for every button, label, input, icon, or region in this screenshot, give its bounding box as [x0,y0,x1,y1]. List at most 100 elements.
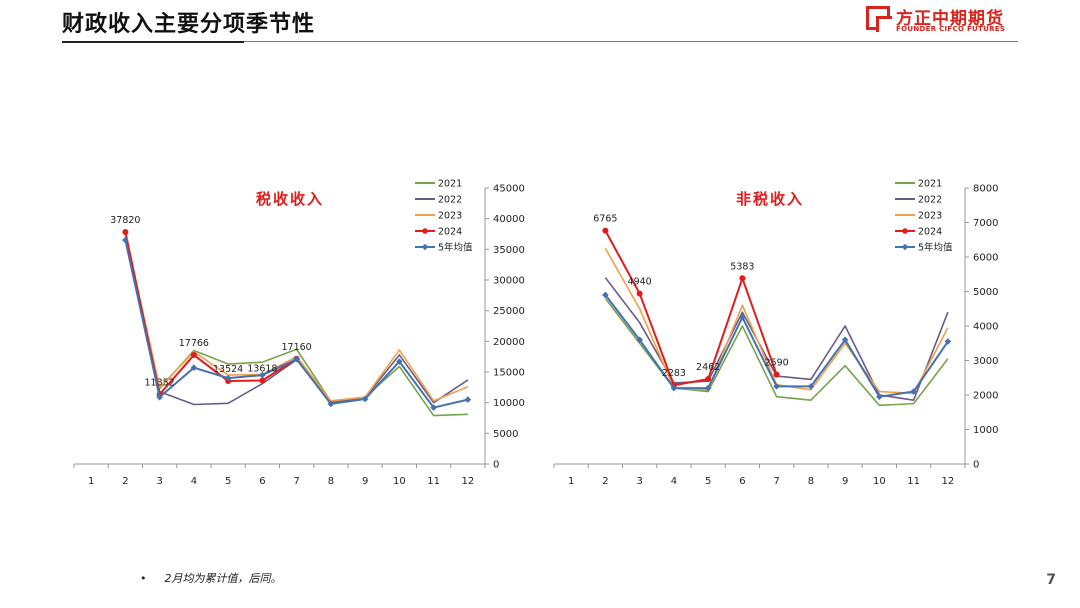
nontax-x-tick-label: 9 [842,476,848,487]
nontax-x-tick-label: 5 [705,476,711,487]
nontax-y-tick-label: 3000 [973,356,998,367]
footnote: • 2月均为累计值，后同。 [140,570,282,586]
tax-series-avg-point [327,400,335,408]
tax-revenue-chart: 1 2 3 4 5 6 7 8 9 10 11 120500010000150002000025000… [73,179,525,487]
tax-data-label: 17766 [179,338,209,349]
tax-series-2024-point [122,229,129,236]
tax-legend-2022-label: 2022 [438,195,462,206]
tax-x-tick-label: 8 [328,476,334,487]
nontax-series-2024-line [604,230,778,387]
logo-mark-icon [866,6,892,32]
nontax-data-label: 2590 [765,358,789,369]
title-underline-dark [62,41,244,43]
page-title: 财政收入主要分项季节性 [62,12,316,37]
tax-series-2024-point [190,352,197,359]
nontax-legend-2024-label: 2024 [918,227,942,238]
nontax-series-avg-line [604,294,949,398]
nontax-x-tick-label: 10 [873,476,886,487]
nontax-y-tick-label: 2000 [973,391,998,402]
nontax-legend-2021-label: 2021 [918,179,942,190]
tax-x-tick-label: 2 [122,476,128,487]
tax-x-tick-label: 12 [462,476,475,487]
tax-y-tick-label: 35000 [493,245,525,256]
nontax-y-tick-label: 7000 [973,218,998,229]
tax-series-avg-point [190,364,198,372]
footnote-text: 2月均为累计值，后同。 [164,572,282,585]
nontax-data-label: 6765 [593,214,617,225]
tax-x-tick-label: 11 [427,476,440,487]
nontax-y-tick-label: 4000 [973,322,998,333]
tax-series-2022-line [124,236,469,406]
nontax-y-tick-label: 6000 [973,253,998,264]
nontax-y-tick-label: 0 [973,460,979,471]
tax-legend-2024-label: 2024 [438,227,462,238]
nontax-series-avg-point [841,336,849,344]
tax-series-2021-line [124,236,468,417]
tax-x-tick-label: 10 [393,476,406,487]
nontax-legend-avg-label: 5年均值 [918,242,953,254]
nontax-series-avg-point [910,388,917,395]
tax-y-tick-label: 40000 [493,214,525,225]
tax-series-avg-point [464,396,472,403]
tax-y-tick-label: 0 [493,460,499,471]
title-underline-red [244,41,1018,42]
tax-series-avg-point [293,355,300,363]
nontax-y-tick-label: 1000 [973,425,998,436]
tax-data-label: 17160 [282,342,312,353]
nontax-data-label: 4940 [628,277,652,288]
tax-y-tick-label: 25000 [493,306,525,317]
nontax-x-tick-label: 1 [568,476,574,487]
nontax-data-label: 2283 [662,368,686,379]
tax-legend-2021-label: 2021 [438,179,462,190]
tax-data-label: 13618 [247,363,277,374]
tax-series-avg-point [430,404,437,411]
nontax-x-tick-label: 12 [942,476,955,487]
nontax-series-2024-point [705,376,712,383]
footnote-bullet: • [140,572,147,585]
nontax-x-tick-label: 3 [636,476,642,487]
nontax-legend-2023-label: 2023 [918,211,942,222]
tax-series-avg-point [224,374,232,382]
tax-x-tick-label: 7 [293,476,299,487]
nontax-series-2024-point [773,371,780,378]
tax-data-label: 13524 [213,364,243,375]
tax-series-avg-line [124,239,469,409]
logo-chinese-name: 方正中期期货 [896,9,1004,29]
nontax-series-2024-point [739,275,746,282]
tax-series-avg-point [361,395,369,403]
tax-y-tick-label: 20000 [493,337,525,348]
nontax-series-avg-point [773,383,780,390]
tax-data-label: 37820 [110,215,140,226]
tax-legend-avg-marker [421,243,429,251]
tax-series-2024-point [259,377,266,384]
tax-x-tick-label: 4 [191,476,197,487]
nontax-legend-avg-marker [901,243,909,251]
company-logo: 方正中期期货 FOUNDER CIFCO FUTURES [866,4,1016,36]
nontax-data-label: 2462 [696,362,720,373]
tax-data-label: 11352 [145,377,175,388]
nontax-x-tick-label: 2 [602,476,608,487]
tax-legend-2023-label: 2023 [438,211,462,222]
logo-english-name: FOUNDER CIFCO FUTURES [896,25,1006,33]
page-number: 7 [1046,572,1056,588]
tax-series-avg-point [122,236,129,244]
tax-y-tick-label: 10000 [493,398,525,409]
tax-title: 税收收入 [256,190,324,208]
tax-x-tick-label: 9 [362,476,368,487]
nontax-legend-2024-marker [902,228,908,234]
nontax-legend-2022-label: 2022 [918,195,942,206]
tax-series-avg-point [156,393,163,401]
nontax-title: 非税收入 [736,190,804,208]
nontax-x-tick-label: 11 [907,476,920,487]
nontax-x-tick-label: 8 [808,476,814,487]
nontax-y-tick-label: 8000 [973,184,998,195]
nontax-x-tick-label: 7 [773,476,779,487]
non-tax-revenue-chart: 1 2 3 4 5 6 7 8 9 10 11 120100020003000400050006000… [553,179,998,487]
tax-x-tick-label: 6 [259,476,265,487]
tax-x-tick-label: 5 [225,476,231,487]
tax-y-tick-label: 5000 [493,429,518,440]
tax-x-tick-label: 1 [88,476,94,487]
tax-legend-2024-marker [422,228,428,234]
tax-x-tick-label: 3 [156,476,162,487]
nontax-series-2024-point [636,290,643,297]
